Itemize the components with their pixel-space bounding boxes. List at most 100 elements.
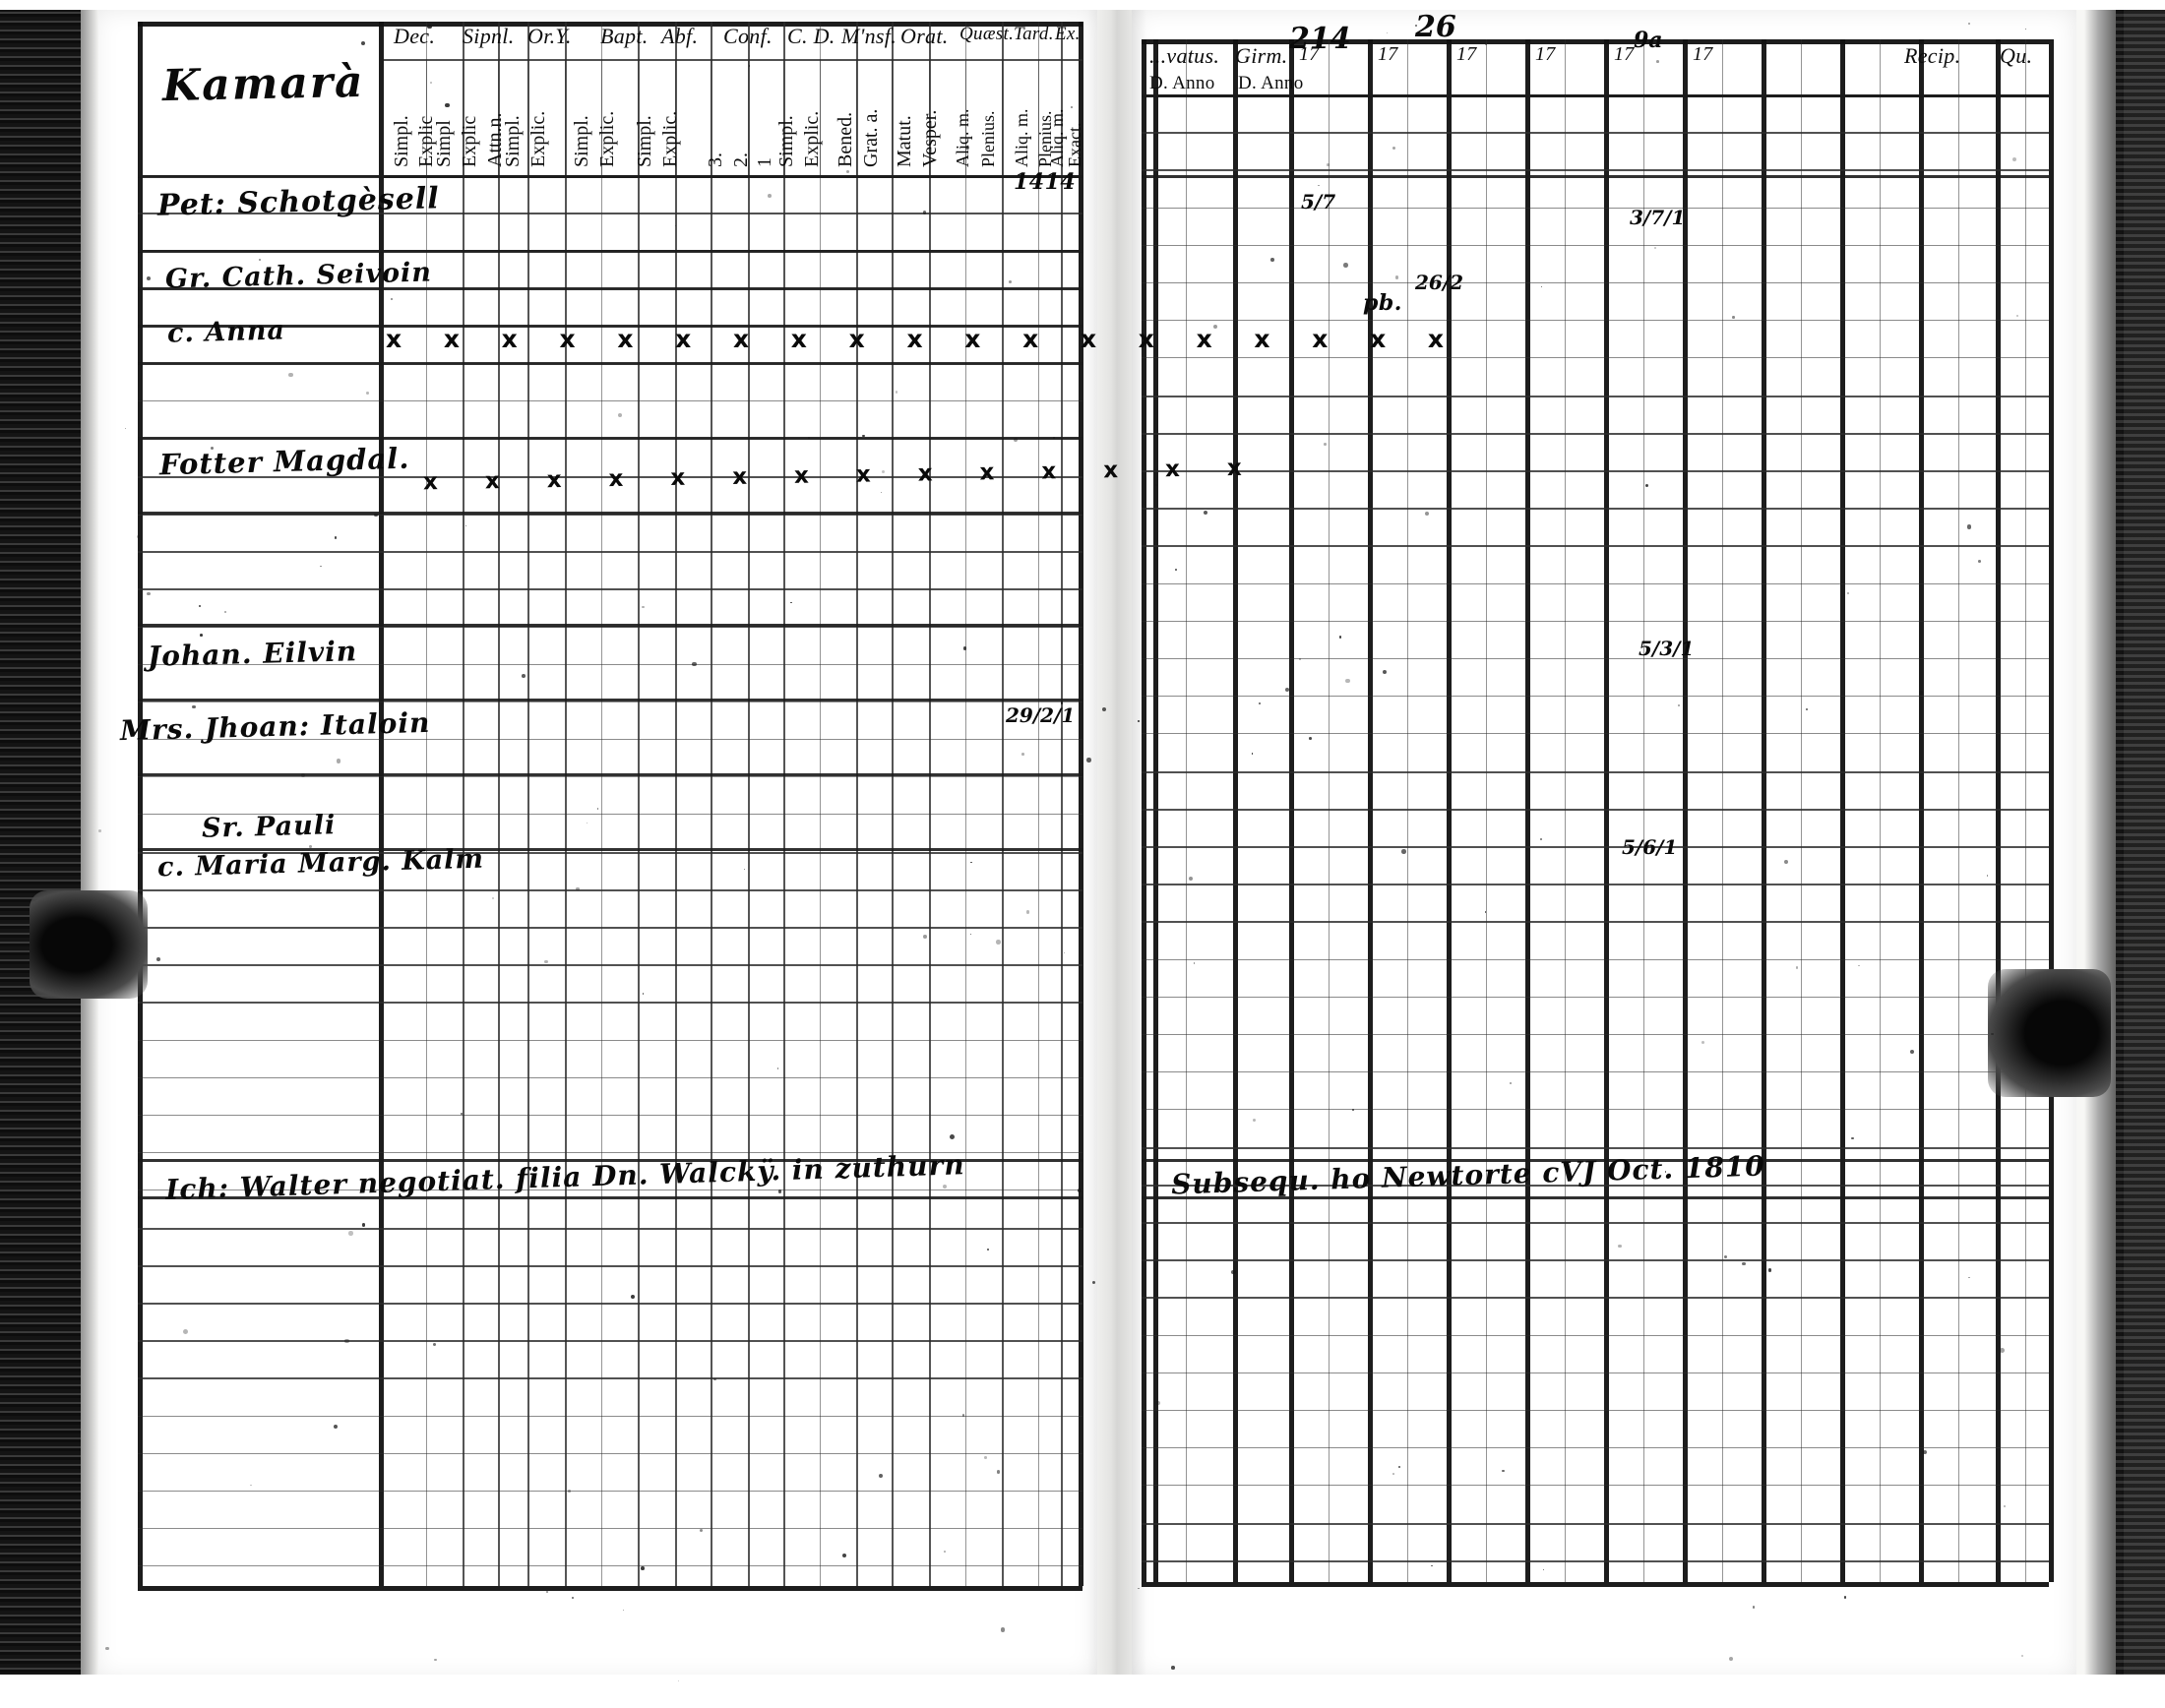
scan-speck <box>2025 28 2027 30</box>
horizontal-rule <box>1142 733 2049 734</box>
scan-speck <box>2021 1655 2024 1658</box>
horizontal-rule <box>138 1265 1082 1267</box>
scan-speck <box>743 868 745 870</box>
vertical-rule <box>138 22 143 1586</box>
scan-speck <box>1382 670 1387 675</box>
horizontal-rule <box>138 1115 1082 1116</box>
scan-speck <box>1009 279 1013 283</box>
column-header-6: C. D. <box>787 24 835 48</box>
scan-top-band <box>0 0 2165 10</box>
vertical-rule <box>783 22 785 1586</box>
scan-speck <box>155 956 160 961</box>
scan-speck <box>677 1679 679 1681</box>
horizontal-rule <box>138 852 1082 854</box>
vertical-rule <box>675 59 676 175</box>
horizontal-rule <box>1142 1222 2049 1224</box>
vertical-rule <box>426 22 427 1586</box>
column-header-3: Bapt. <box>600 24 649 48</box>
horizontal-rule <box>138 362 1082 365</box>
horizontal-rule <box>1142 1297 2049 1299</box>
scan-speck <box>895 391 898 394</box>
scan-speck <box>963 646 967 650</box>
book-gutter-shadow <box>1087 0 1146 1708</box>
scan-speck <box>1021 753 1024 756</box>
vertical-rule <box>2049 39 2054 1582</box>
horizontal-rule <box>138 1196 1082 1199</box>
horizontal-rule <box>1142 39 2049 44</box>
scan-speck <box>1013 437 1018 442</box>
horizontal-rule <box>1142 169 2049 171</box>
column-subheader-8-0: Matut. <box>894 115 915 167</box>
scan-speck <box>571 1597 574 1600</box>
horizontal-rule <box>138 699 1082 702</box>
right-column-header-8: Recip. <box>1904 43 1961 68</box>
horizontal-rule <box>1142 1447 2049 1448</box>
column-subheader-5-0: 3. <box>705 152 726 167</box>
horizontal-rule <box>138 588 1082 590</box>
scan-speck <box>1795 966 1798 969</box>
column-subheader-0-0: Simpl. <box>391 115 412 167</box>
scan-speck <box>1397 1465 1400 1468</box>
right-column-header-5: 17 <box>1535 43 1556 65</box>
horizontal-rule <box>1142 1523 2049 1525</box>
scan-speck <box>1193 962 1196 964</box>
right-column-header-3: 17 <box>1378 43 1398 65</box>
horizontal-rule <box>138 437 1082 440</box>
scan-speck <box>846 169 850 173</box>
scan-speck <box>433 1658 437 1662</box>
scan-speck <box>970 933 972 935</box>
horizontal-rule <box>138 1040 1082 1041</box>
scan-speck <box>1138 1587 1140 1590</box>
scan-speck <box>586 823 588 824</box>
vertical-rule <box>965 59 966 175</box>
scan-speck <box>2004 1504 2007 1507</box>
register-row-marks-3: x x x x x x x x x x x x x x x x x x x <box>386 325 1461 353</box>
scan-speck <box>237 287 239 290</box>
vertical-rule <box>2025 39 2026 1582</box>
horizontal-rule <box>138 1586 1082 1591</box>
scan-speck <box>943 1550 946 1553</box>
scan-speck <box>841 1553 846 1557</box>
vertical-rule <box>601 59 602 175</box>
vertical-rule <box>711 22 712 1586</box>
scan-speck <box>124 427 127 430</box>
scan-speck <box>1805 707 1809 711</box>
scan-speck <box>1618 1244 1622 1249</box>
scan-speck <box>320 565 322 567</box>
horizontal-rule <box>138 1002 1082 1004</box>
scan-speck <box>1539 837 1542 840</box>
vertical-rule <box>856 59 857 175</box>
horizontal-rule <box>138 889 1082 891</box>
column-subheader-4-0: Simpl. <box>634 115 655 167</box>
scan-speck <box>1392 147 1395 151</box>
vertical-rule <box>1565 39 1566 1582</box>
scan-speck <box>1540 285 1543 288</box>
scan-speck <box>1351 1108 1354 1111</box>
scan-speck <box>1338 636 1342 639</box>
scan-speck <box>881 491 883 493</box>
vertical-rule <box>1525 39 1530 1582</box>
horizontal-rule <box>138 514 1082 516</box>
right-column-subheader-1-0: D. Anno <box>1238 73 1304 93</box>
column-subheader-2-0: Simpl. <box>502 115 524 167</box>
scan-speck <box>1155 1400 1160 1406</box>
scan-speck <box>1345 678 1350 684</box>
vertical-rule <box>1958 39 1959 1582</box>
horizontal-rule <box>1142 470 2049 472</box>
vertical-rule <box>1447 39 1452 1582</box>
scan-speck <box>1343 263 1348 269</box>
horizontal-rule <box>138 626 1082 628</box>
scan-speck <box>777 1190 781 1193</box>
scan-speck <box>288 372 293 377</box>
vertical-rule <box>1368 39 1373 1582</box>
scan-speck <box>879 1473 884 1478</box>
scan-speck <box>1922 1450 1927 1455</box>
horizontal-rule <box>138 400 1082 401</box>
scan-speck <box>1299 658 1301 660</box>
scan-speck <box>460 1113 463 1116</box>
scan-speck <box>942 1185 947 1190</box>
scan-speck <box>374 513 378 518</box>
scan-speck <box>1327 162 1330 166</box>
scan-speck <box>712 1377 716 1381</box>
scan-speck <box>1430 1564 1433 1567</box>
